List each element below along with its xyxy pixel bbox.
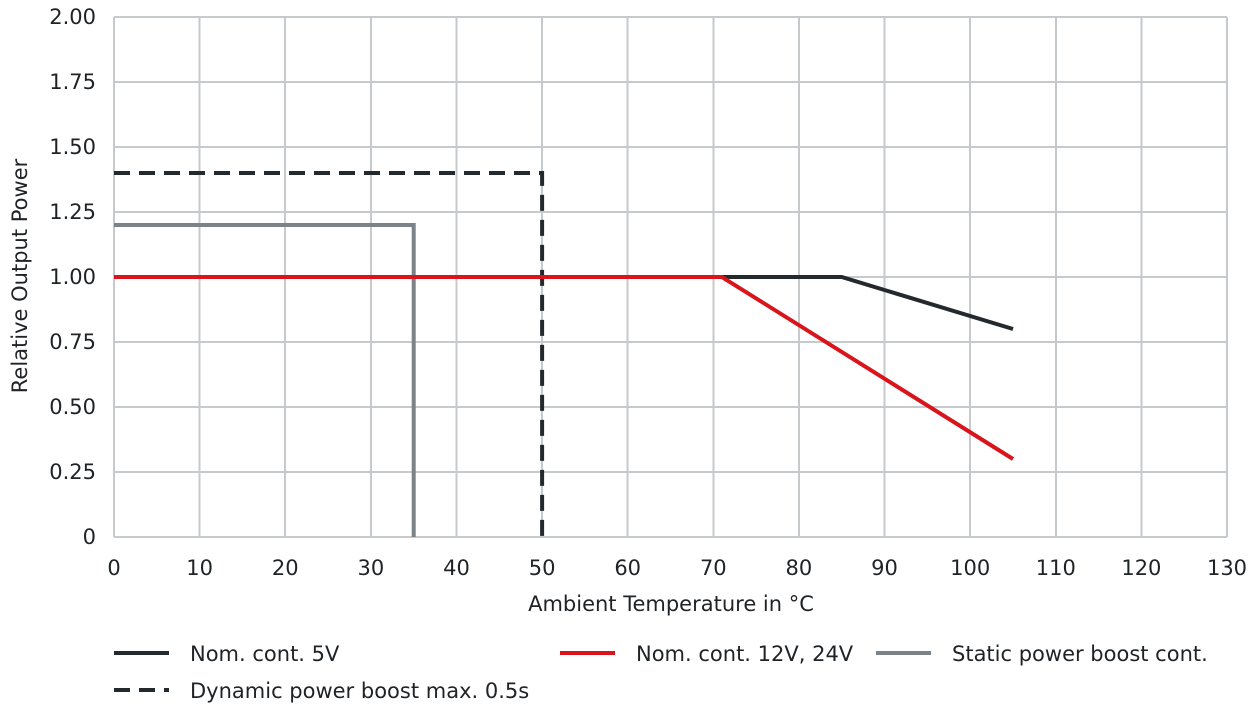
legend-label: Dynamic power boost max. 0.5s: [190, 679, 529, 703]
x-tick-label: 10: [186, 556, 213, 580]
y-tick-label: 2.00: [49, 5, 96, 29]
legend-label: Nom. cont. 5V: [190, 642, 340, 666]
x-tick-label: 80: [786, 556, 813, 580]
x-tick-label: 40: [443, 556, 470, 580]
x-tick-label: 50: [529, 556, 556, 580]
y-tick-label: 1.75: [49, 70, 96, 94]
legend: Nom. cont. 5V Nom. cont. 12V, 24V Static p…: [114, 642, 1208, 703]
x-tick-label: 90: [871, 556, 898, 580]
series-line-1: [114, 275, 1015, 461]
x-axis-label: Ambient Temperature in °C: [528, 592, 814, 616]
legend-item: Static power boost cont.: [876, 642, 1208, 666]
y-tick-label: 0: [83, 525, 96, 549]
y-tick-label: 1.50: [49, 135, 96, 159]
legend-label: Nom. cont. 12V, 24V: [636, 642, 854, 666]
x-tick-label: 110: [1036, 556, 1076, 580]
y-tick-label: 0.50: [49, 395, 96, 419]
grid: [113, 16, 1228, 538]
x-tick-label: 70: [700, 556, 727, 580]
y-tick-label: 1.25: [49, 200, 96, 224]
series-line-0: [114, 275, 1014, 331]
y-tick-label: 1.00: [49, 265, 96, 289]
y-axis-label: Relative Output Power: [8, 158, 32, 393]
legend-item: Nom. cont. 12V, 24V: [560, 642, 854, 666]
legend-item: Nom. cont. 5V: [114, 642, 340, 666]
legend-item: Dynamic power boost max. 0.5s: [114, 679, 529, 703]
x-tick-label: 30: [357, 556, 384, 580]
x-tick-label: 0: [107, 556, 120, 580]
legend-label: Static power boost cont.: [952, 642, 1208, 666]
series-lines: [114, 171, 1015, 537]
x-tick-label: 60: [614, 556, 641, 580]
tick-labels: 0 10 20 30 40 50 60 70 80 90 100 110 120 130 0 0.25 0.50…: [49, 5, 1247, 580]
series-line-2: [114, 223, 416, 537]
x-tick-label: 130: [1207, 556, 1247, 580]
y-tick-label: 0.75: [49, 330, 96, 354]
y-tick-label: 0.25: [49, 460, 96, 484]
series-line-3: [114, 171, 545, 537]
x-tick-label: 100: [950, 556, 990, 580]
x-tick-label: 20: [272, 556, 299, 580]
x-tick-label: 120: [1121, 556, 1161, 580]
